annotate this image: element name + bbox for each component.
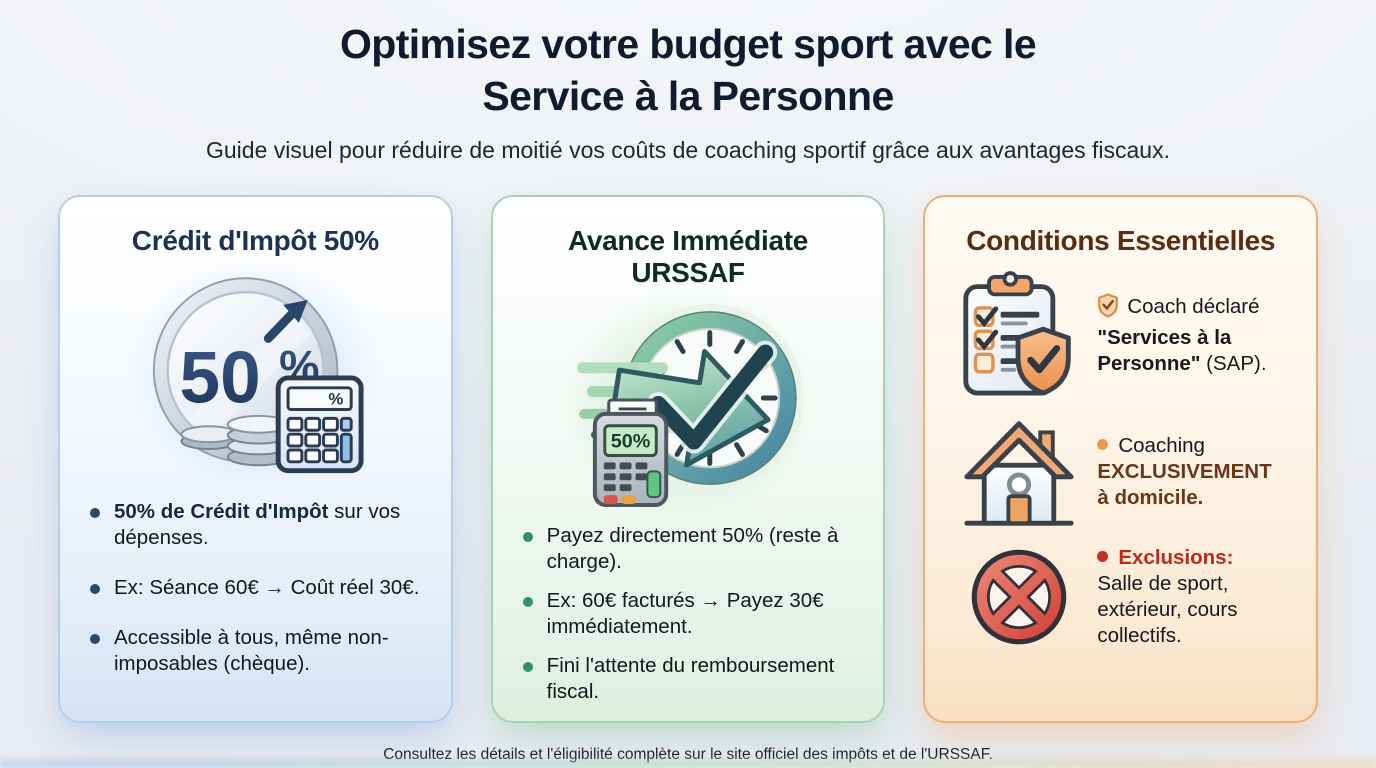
list-item: 50% de Crédit d'Impôt sur vos dépenses. (90, 499, 423, 551)
calculator-icon: % (276, 375, 364, 474)
condition-text: Coaching EXCLUSIVEMENT à domicile. (1097, 433, 1272, 510)
bullet-text: Fini l'attente du remboursement fiscal. (546, 654, 835, 704)
condition-row-coach-declare: Coach déclaré "Services à la Personne" (… (953, 271, 1288, 399)
card-credit-bullets: 50% de Crédit d'Impôt sur vos dépenses. … (88, 499, 423, 701)
house-icon (964, 421, 1074, 526)
condition-row-icon-wrap (953, 415, 1085, 529)
card-avance-bullets: Payez directement 50% (reste à charge). … (521, 523, 856, 718)
condition-text: Coach déclaré "Services à la Personne" (… (1097, 293, 1267, 376)
list-item: Ex: 60€ facturés → Payez 30€ immédiateme… (522, 588, 856, 640)
bullet-text: Accessible à tous, même non-imposables (… (114, 625, 389, 675)
condition-row-icon-wrap (953, 546, 1085, 648)
card-conditions-essentielles: Conditions Essentielles (923, 195, 1319, 723)
bullet-dot (90, 633, 100, 644)
bullet-dot (522, 532, 533, 542)
card-avance-icon-stage: 50% (521, 297, 856, 507)
list-item: Accessible à tous, même non-imposables (… (90, 625, 423, 677)
orange-dot (1097, 438, 1109, 450)
red-dot (1097, 551, 1109, 562)
bullet-dot (522, 662, 533, 673)
shield-check-icon (1097, 293, 1119, 325)
list-item: Fini l'attente du remboursement fiscal. (522, 653, 856, 705)
bullet-dot (522, 597, 533, 608)
card-avance-immediate: Avance Immédiate URSSAF (490, 195, 886, 723)
bullet-text: 50% de Crédit d'Impôt sur vos dépenses. (114, 499, 401, 549)
speed-clock-checkmark-payment-terminal-icon: 50% (577, 303, 801, 507)
card-conditions-title: Conditions Essentielles (966, 225, 1276, 256)
growth-arrow (264, 307, 299, 343)
card-credit-icon-stage: 50 % % (88, 265, 423, 483)
condition-row-exclusions: Exclusions: Salle de sport, extérieur, c… (953, 545, 1288, 649)
condition-row-domicile: Coaching EXCLUSIVEMENT à domicile. (953, 415, 1288, 529)
terminal-display: 50% (611, 431, 651, 453)
card-credit-impot: Crédit d'Impôt 50% (58, 195, 453, 723)
footer-note: Consultez les détails et l'éligibilité c… (383, 746, 993, 763)
checkmark (650, 344, 774, 450)
card-avance-title: Avance Immédiate URSSAF (567, 225, 809, 288)
prohibition-x-icon (972, 549, 1067, 645)
condition-row-icon-wrap (953, 271, 1085, 399)
coin-stack-icon (180, 414, 291, 467)
cards-row: Crédit d'Impôt 50% (58, 195, 1319, 723)
list-item: Ex: Séance 60€ → Coût réel 30€. (90, 575, 423, 601)
bullet-text: Ex: Séance 60€ → Coût réel 30€. (114, 575, 420, 599)
page-title-line2: Service à la Personne (482, 73, 894, 120)
coin-value-label: 50 (180, 338, 261, 419)
header: Optimisez votre budget sport avec le Serv… (0, 0, 1376, 164)
list-item: Payez directement 50% (reste à charge). (522, 523, 856, 575)
conditions-rows: Coach déclaré "Services à la Personne" (… (953, 271, 1288, 665)
page-title-line1: Optimisez votre budget sport avec le (339, 21, 1037, 67)
payment-terminal-icon: 50% (592, 398, 669, 507)
bullet-text: Ex: 60€ facturés → Payez 30€ immédiateme… (546, 589, 824, 639)
coin-50-percent-calculator-icon: 50 % % (153, 277, 364, 474)
bullet-dot (90, 507, 100, 518)
clipboard-checklist-shield-icon (963, 271, 1072, 396)
page-title: Optimisez votre budget sport avec le Serv… (60, 18, 1316, 123)
bullet-dot (90, 583, 100, 594)
bullet-text: Payez directement 50% (reste à charge). (546, 524, 839, 574)
condition-text: Exclusions: Salle de sport, extérieur, c… (1097, 546, 1238, 648)
calculator-display: % (329, 390, 344, 409)
page-subtitle: Guide visuel pour réduire de moitié vos … (206, 136, 1170, 163)
card-credit-title: Crédit d'Impôt 50% (131, 225, 379, 256)
